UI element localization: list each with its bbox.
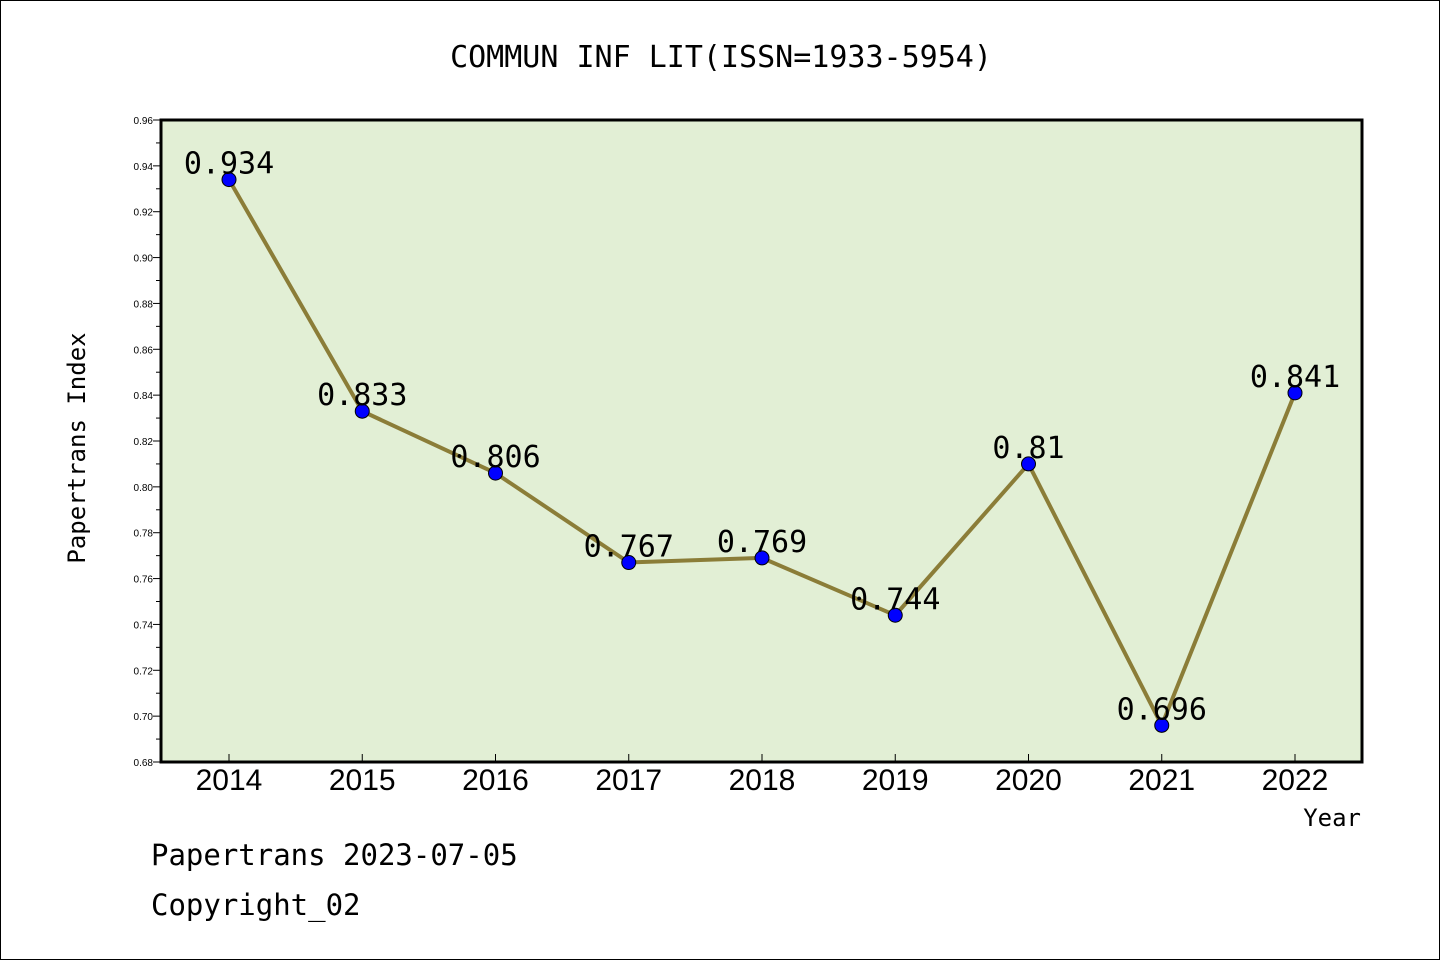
data-label: 0.934: [184, 147, 274, 182]
data-point-marker: [754, 550, 770, 566]
chart-title: COMMUN INF LIT(ISSN=1933-5954): [450, 40, 992, 75]
x-tick-label: 2020: [995, 764, 1062, 797]
data-labels: 0.934 0.833 0.806 0.767 0.769 0.744 0.81 0.696 0…: [184, 147, 1340, 728]
x-tick-label: 2021: [1128, 764, 1195, 797]
data-point-marker: [221, 172, 237, 188]
x-tick-label: 2019: [862, 764, 929, 797]
y-axis-label: Papertrans Index: [63, 332, 91, 563]
y-tick-label: 0.70: [134, 712, 154, 723]
y-tick-label: 0.76: [134, 575, 154, 586]
y-tick-label: 0.94: [134, 162, 154, 173]
x-tick-label: 2014: [196, 764, 263, 797]
y-tick-label: 0.88: [134, 299, 154, 310]
y-tick-label: 0.92: [134, 208, 154, 219]
footer-date: Papertrans 2023-07-05: [151, 838, 518, 872]
y-tick-label: 0.84: [134, 391, 154, 402]
data-point-marker: [1021, 456, 1036, 472]
y-axis: 0.68 0.70 0.72 0.74 0.76 0.78 0.80 0.82 0.84 0.86…: [134, 116, 161, 769]
data-label: 0.769: [717, 525, 807, 560]
data-series: [221, 172, 1303, 733]
x-tick-label: 2018: [729, 764, 796, 797]
data-label: 0.744: [850, 582, 940, 617]
data-label: 0.833: [317, 378, 407, 413]
data-point-marker: [887, 607, 903, 623]
y-tick-label: 0.82: [134, 437, 154, 448]
data-point-marker: [621, 555, 637, 571]
x-axis-label: Year: [1303, 804, 1361, 832]
data-label: 0.806: [450, 440, 540, 475]
x-tick-label: 2016: [462, 764, 529, 797]
footer-copyright: Copyright_02: [151, 888, 361, 923]
x-tick-label: 2022: [1262, 764, 1329, 797]
data-point-marker: [1287, 385, 1303, 401]
data-label: 0.767: [584, 530, 674, 565]
x-tick-label: 2015: [329, 764, 396, 797]
y-tick-label: 0.90: [134, 254, 154, 265]
x-axis: 2014 2015 2016 2017 2018 2019 2020 2021 2022: [196, 754, 1329, 797]
data-point-marker: [354, 403, 370, 419]
y-tick-label: 0.72: [134, 666, 154, 677]
y-tick-label: 0.80: [134, 483, 154, 494]
y-tick-label: 0.96: [134, 116, 154, 127]
y-tick-label: 0.74: [134, 620, 154, 631]
y-tick-label: 0.68: [134, 758, 154, 769]
x-tick-label: 2017: [595, 764, 662, 797]
data-point-marker: [1154, 717, 1170, 733]
data-label: 0.81: [992, 431, 1064, 466]
data-label: 0.841: [1250, 360, 1340, 395]
data-label: 0.696: [1117, 692, 1207, 727]
data-point-marker: [488, 465, 503, 481]
y-tick-label: 0.78: [134, 529, 154, 540]
plot-area: [159, 118, 1364, 764]
y-tick-label: 0.86: [134, 345, 154, 356]
